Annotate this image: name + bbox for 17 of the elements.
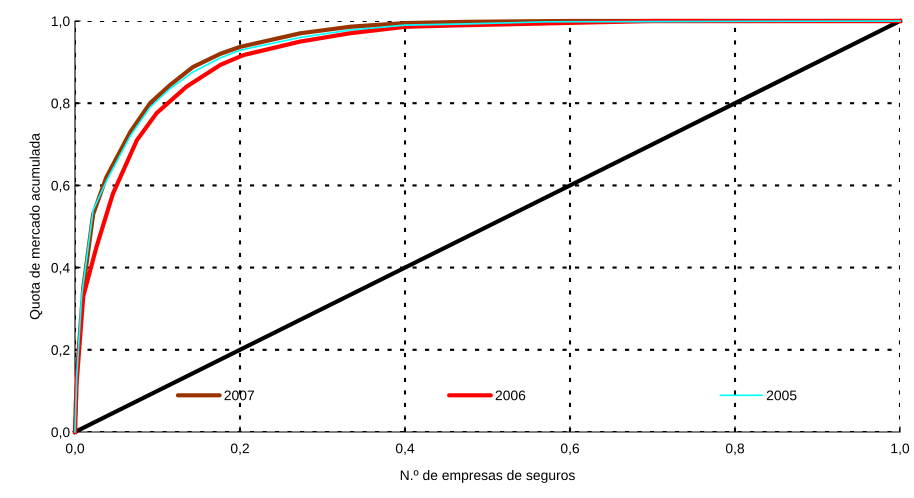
x-tick-label: 0,6 — [560, 443, 580, 455]
x-tick-label: 0,4 — [396, 443, 414, 455]
x-axis-title: N.º de empresas de seguros — [400, 470, 575, 483]
y-tick-label: 0,4 — [51, 262, 70, 274]
y-tick-label: 0,6 — [51, 180, 70, 192]
y-tick-label: 0,8 — [51, 98, 70, 110]
y-tick-label: 0,0 — [51, 427, 70, 439]
x-tick-label: 0,0 — [66, 443, 84, 455]
x-tick-label: 0,8 — [726, 443, 744, 455]
y-tick-label: 1,0 — [52, 16, 70, 28]
y-axis-title: Quota de mercado acumulada — [30, 133, 42, 320]
x-tick-label: 1,0 — [891, 443, 910, 455]
y-tick-label: 0,2 — [51, 345, 70, 357]
x-tick-label: 0,2 — [230, 443, 249, 455]
legend-label: 2006 — [496, 390, 526, 400]
legend-label: 2005 — [766, 390, 796, 400]
legend-label: 2007 — [224, 390, 254, 400]
